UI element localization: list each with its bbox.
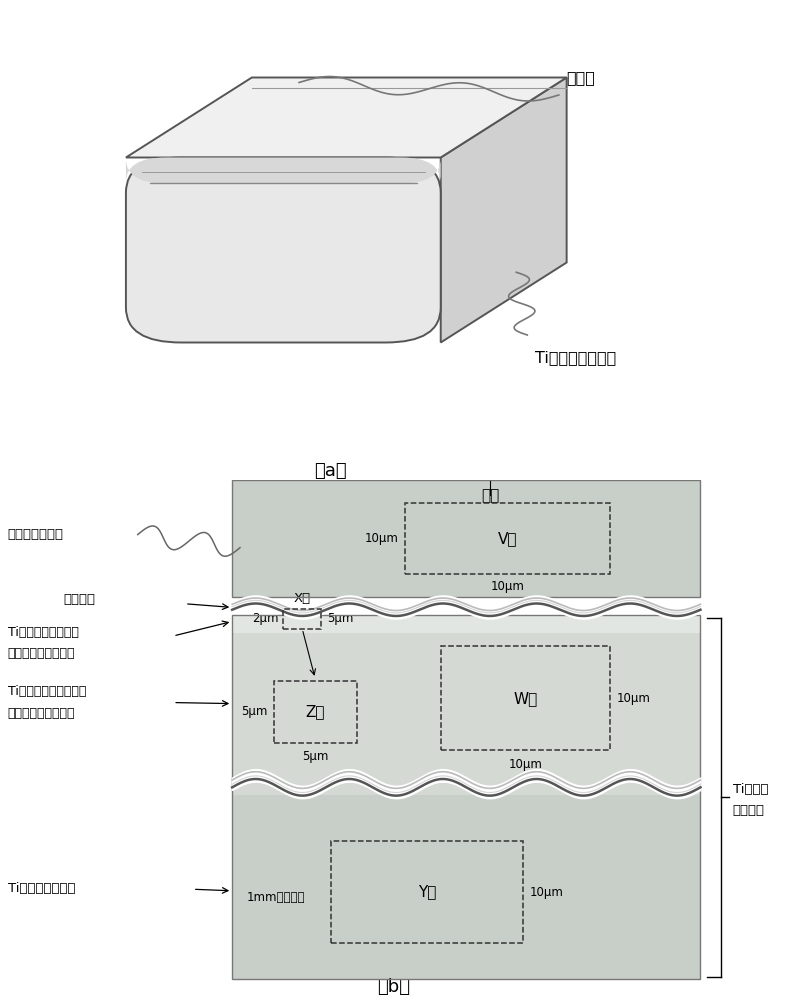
Text: 1mm以上内部: 1mm以上内部 [246, 891, 305, 904]
Text: 5μm: 5μm [302, 750, 328, 763]
Bar [232, 795, 700, 979]
FancyBboxPatch shape [126, 157, 441, 183]
Text: （b）: （b） [377, 978, 410, 996]
Text: 5μm: 5μm [327, 612, 354, 625]
Text: 表面: 表面 [481, 488, 499, 503]
Text: 2μm: 2μm [252, 612, 279, 625]
Text: （结合相贫集区域）: （结合相贫集区域） [8, 707, 76, 720]
Bar [232, 615, 700, 633]
Text: Z值: Z值 [305, 704, 325, 719]
Polygon shape [126, 78, 567, 157]
Bar [232, 615, 700, 979]
Text: 硬质合金熔射膜: 硬质合金熔射膜 [8, 528, 64, 541]
Text: （结合相富集区域）: （结合相富集区域） [8, 647, 76, 660]
Text: Ti基金属陶瓷最外层: Ti基金属陶瓷最外层 [8, 626, 79, 639]
FancyBboxPatch shape [126, 157, 441, 342]
Bar [331, 841, 523, 943]
Text: 5μm: 5μm [241, 705, 268, 718]
Text: X值: X值 [294, 592, 311, 605]
Text: 界面位置: 界面位置 [63, 593, 95, 606]
Text: W值: W值 [513, 691, 538, 706]
Bar [232, 615, 700, 979]
Text: 熔射膜: 熔射膜 [567, 70, 596, 85]
Text: Ti基金属陶瓷表面附近: Ti基金属陶瓷表面附近 [8, 685, 87, 698]
Text: V值: V值 [498, 531, 517, 546]
Text: 10μm: 10μm [530, 886, 563, 899]
Text: 10μm: 10μm [616, 692, 650, 705]
Bar [283, 609, 321, 629]
Bar [274, 681, 357, 743]
Bar [441, 646, 610, 750]
Text: 10μm: 10μm [508, 758, 542, 771]
Text: （a）: （a） [314, 462, 347, 480]
Bar [405, 503, 610, 574]
Text: Y值: Y值 [418, 885, 436, 900]
Text: Ti基金属陶瓷基体: Ti基金属陶瓷基体 [535, 350, 616, 365]
Text: 10μm: 10μm [365, 532, 399, 545]
Text: 10μm: 10μm [490, 580, 525, 593]
Text: 陶瓷基体: 陶瓷基体 [733, 804, 765, 817]
Text: Ti基金属: Ti基金属 [733, 783, 768, 796]
Text: Ti基金属陶瓷内部: Ti基金属陶瓷内部 [8, 882, 76, 895]
Polygon shape [441, 78, 567, 342]
Bar [232, 480, 700, 597]
Bar [232, 480, 700, 597]
